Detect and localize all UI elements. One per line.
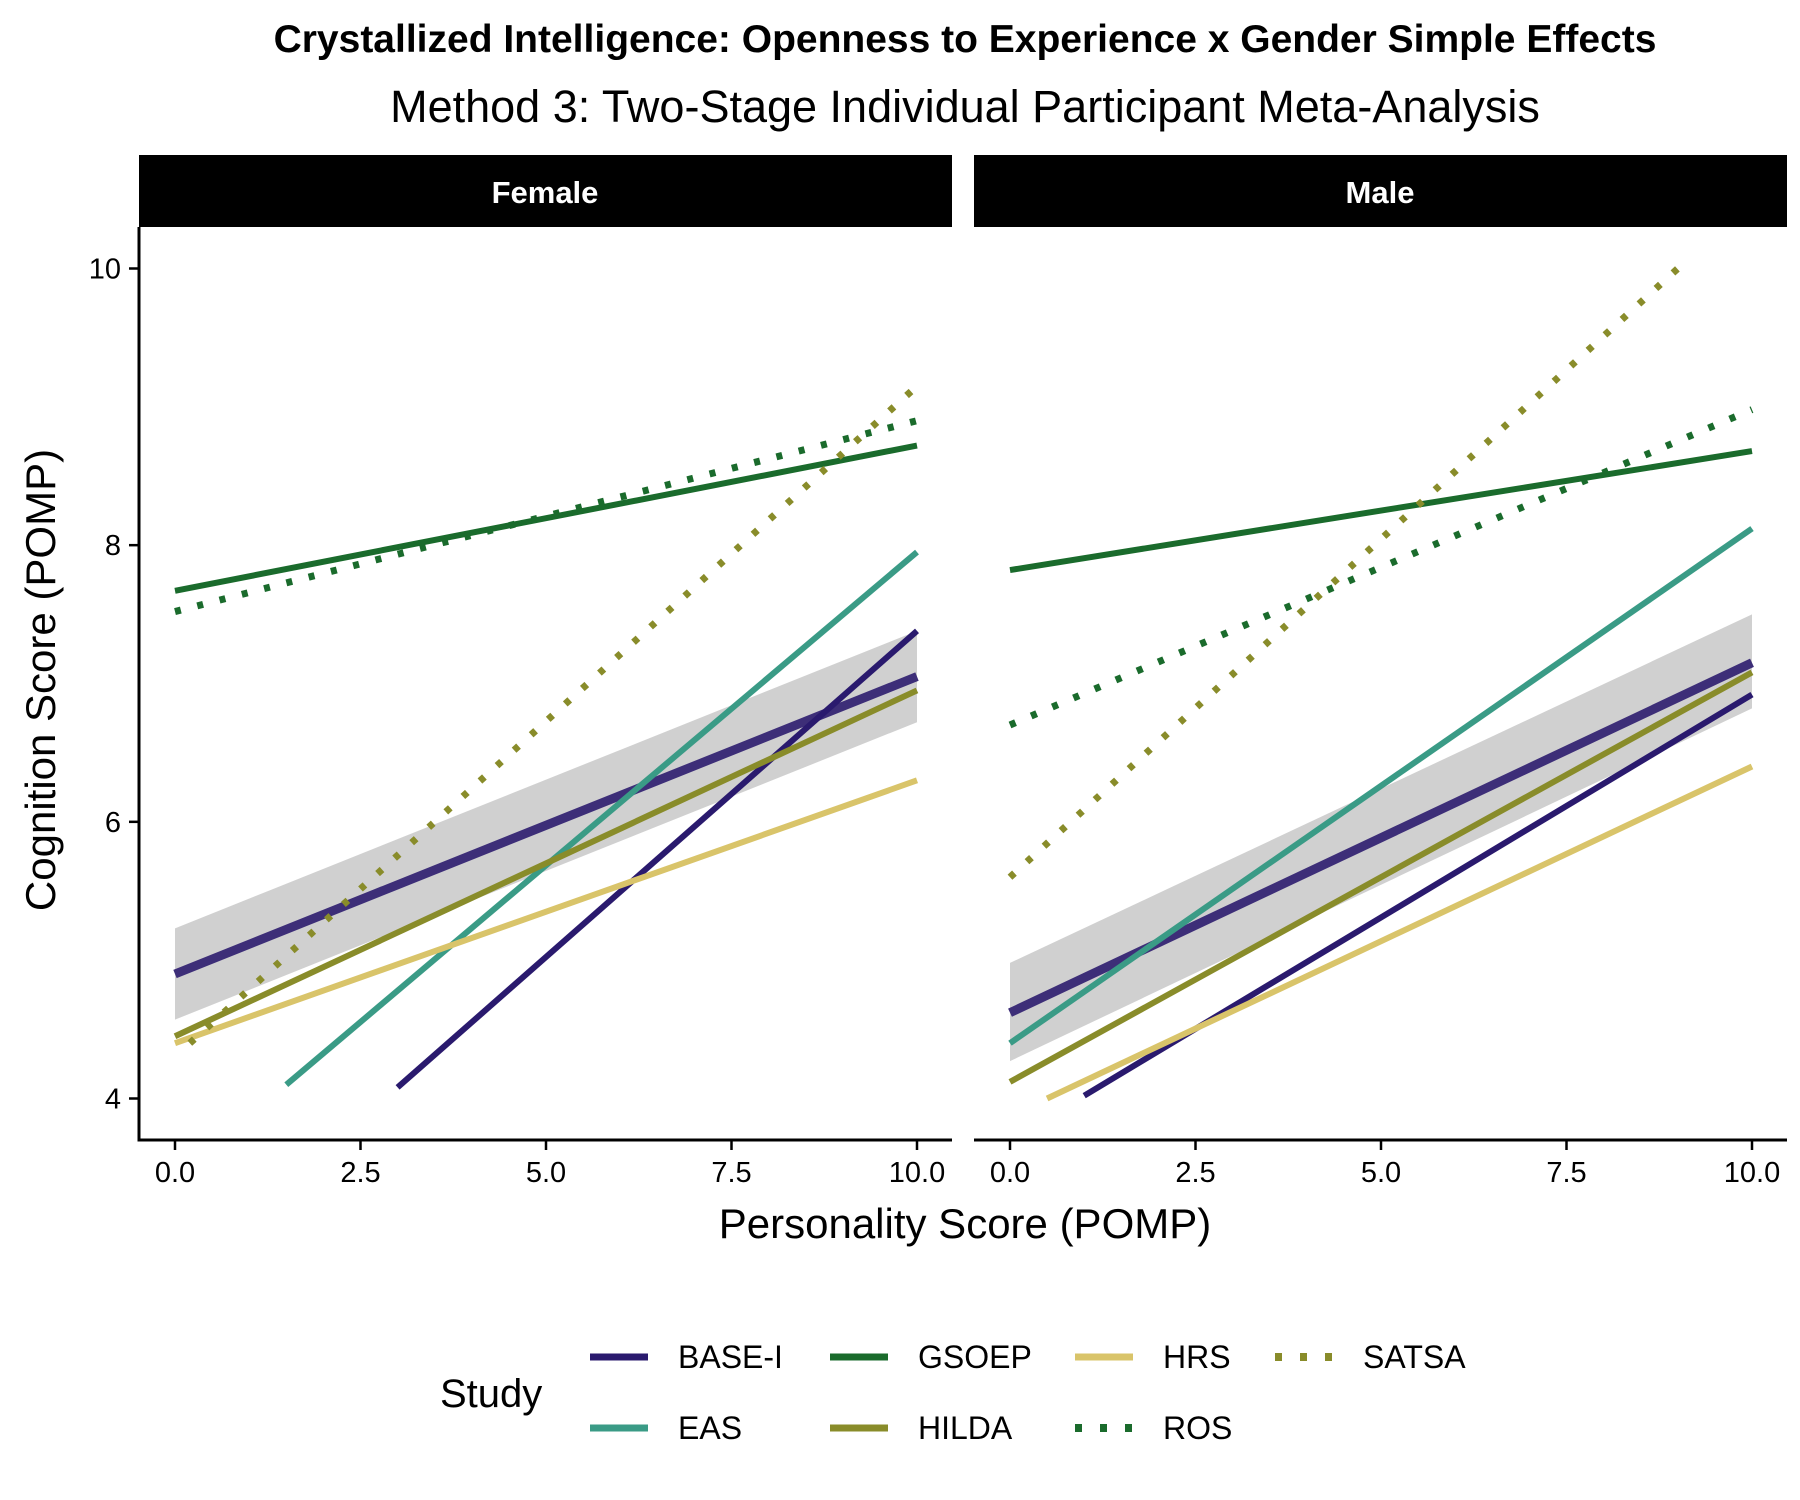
series-line-satsa-female	[187, 383, 920, 1046]
y-tick-label-3: 10	[89, 254, 121, 286]
facet-panel-female: Female	[139, 155, 952, 1142]
legend-label-base-i: BASE-I	[678, 1339, 783, 1375]
legend-label-ros: ROS	[1163, 1410, 1232, 1446]
series-line-eas-female	[284, 549, 919, 1087]
x-tick-label-female-4: 10.0	[889, 1157, 945, 1189]
x-tick-label-female-2: 5.0	[526, 1157, 566, 1189]
facet-label-female: Female	[492, 175, 599, 210]
series-line-ros-male	[1008, 406, 1754, 729]
overall-line-male	[1008, 658, 1754, 1017]
y-tick-label-1: 6	[105, 807, 121, 839]
series-line-gsoep-female	[174, 442, 918, 594]
legend-label-hilda: HILDA	[918, 1410, 1013, 1446]
legend-label-eas: EAS	[678, 1410, 742, 1446]
x-tick-label-female-3: 7.5	[711, 1157, 751, 1189]
x-tick-label-male-2: 5.0	[1361, 1157, 1401, 1189]
x-tick-label-female-0: 0.0	[155, 1157, 195, 1189]
x-tick-label-male-0: 0.0	[990, 1157, 1030, 1189]
chart-title: Crystallized Intelligence: Openness to E…	[274, 18, 1657, 61]
y-tick-label-0: 4	[105, 1084, 121, 1116]
series-line-hilda-female	[173, 687, 919, 1039]
legend-title: Study	[440, 1372, 542, 1416]
series-line-hrs-male	[1045, 763, 1754, 1102]
overall-line-female	[173, 672, 919, 979]
x-tick-label-male-4: 10.0	[1724, 1157, 1780, 1189]
series-line-eas-male	[1008, 526, 1754, 1046]
facet-panel-male: Male	[974, 155, 1787, 1142]
legend-label-gsoep: GSOEP	[918, 1339, 1032, 1375]
x-axis-title: Personality Score (POMP)	[719, 1200, 1211, 1247]
series-line-gsoep-male	[1009, 448, 1753, 574]
chart-subtitle: Method 3: Two-Stage Individual Participa…	[390, 81, 1540, 132]
y-tick-label-2: 8	[105, 530, 121, 562]
legend: Study BASE-I EAS GSOEP HILDA HRS ROS SATSA	[440, 1339, 1466, 1446]
y-axis-title: Cognition Score (POMP)	[17, 449, 64, 911]
legend-label-satsa: SATSA	[1363, 1339, 1466, 1375]
y-axis: 4 6 8 10	[89, 227, 141, 1142]
x-tick-label-female-1: 2.5	[340, 1157, 380, 1189]
facet-strip-female	[139, 155, 952, 227]
x-axis: 0.0 2.5 5.0 7.5 10.0 0.0 2.5 5.0 7.5 10.0	[155, 1140, 1780, 1189]
series-line-hilda-male	[1008, 669, 1754, 1085]
facet-label-male: Male	[1346, 175, 1415, 210]
x-tick-label-male-1: 2.5	[1175, 1157, 1215, 1189]
facet-strip-male	[974, 155, 1787, 227]
x-tick-label-male-3: 7.5	[1546, 1157, 1586, 1189]
legend-label-hrs: HRS	[1163, 1339, 1231, 1375]
series-line-base-i-female	[395, 628, 919, 1090]
series-line-hrs-female	[173, 777, 919, 1046]
